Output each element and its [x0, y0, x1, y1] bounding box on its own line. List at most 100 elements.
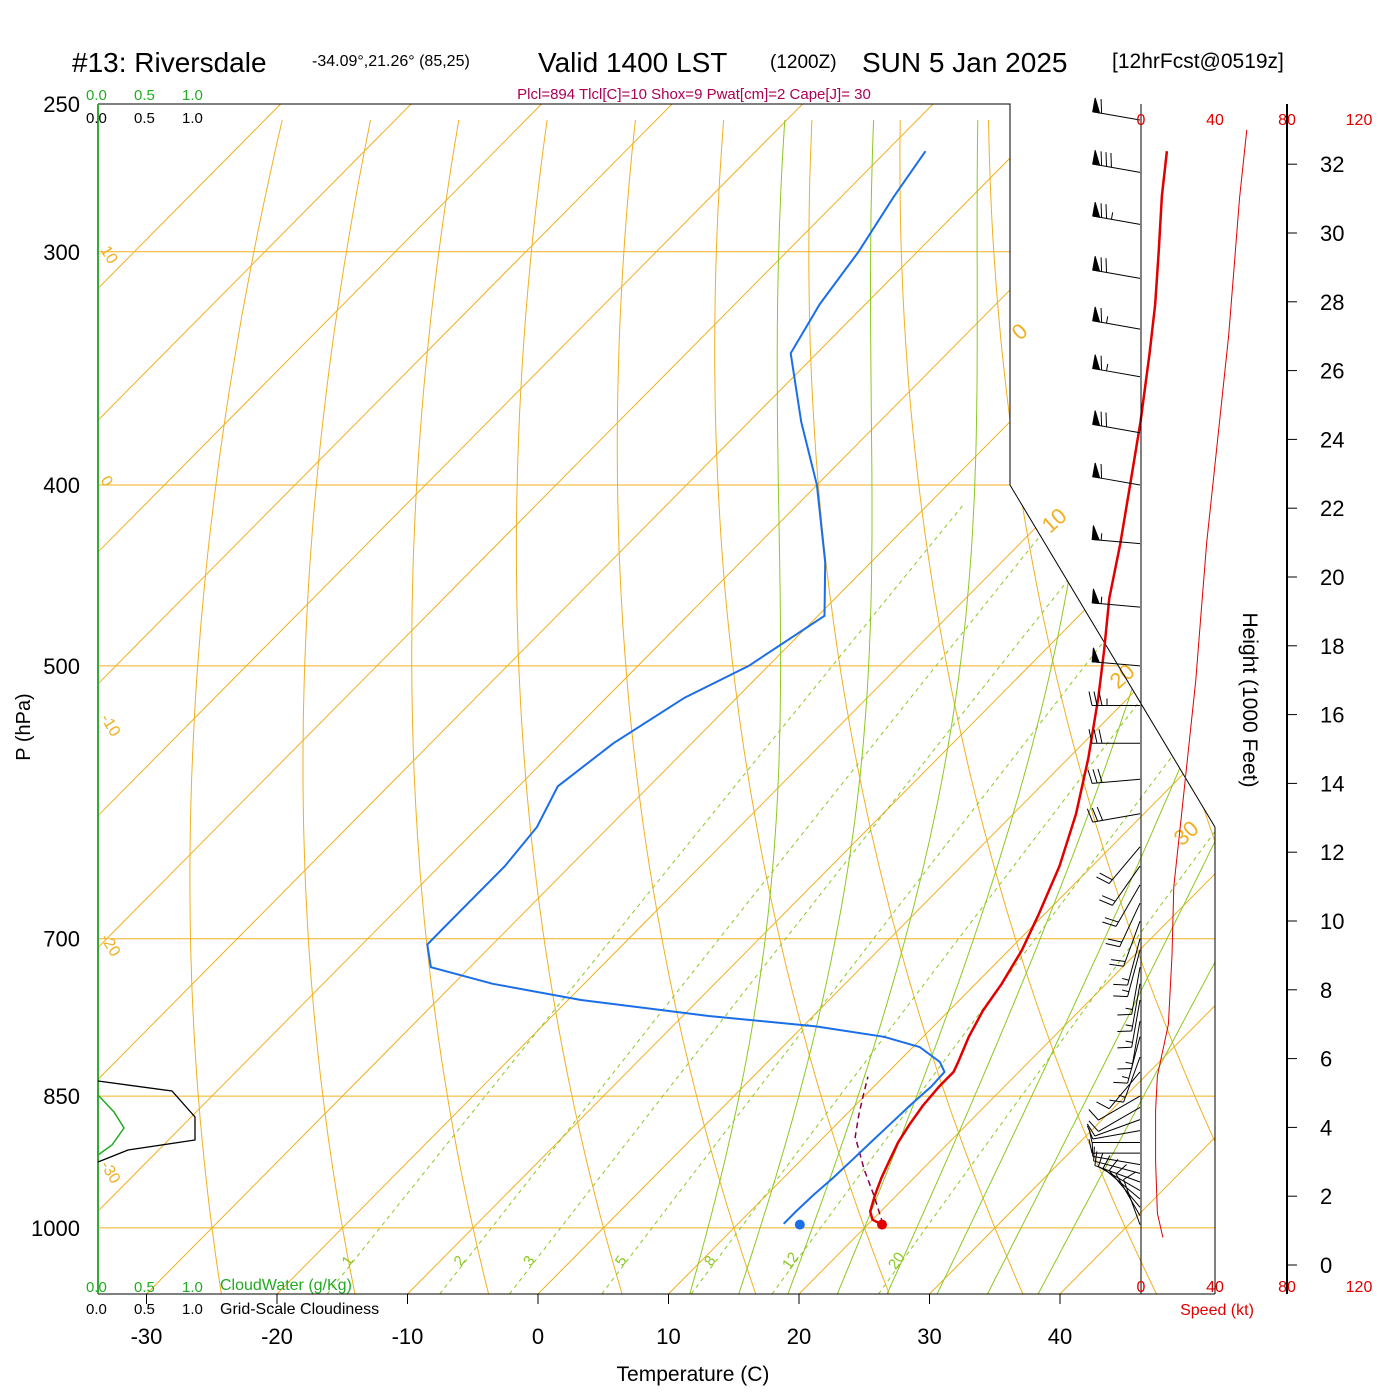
wind-barb-half-feather [1121, 977, 1130, 981]
speed-tick-bottom: 120 [1346, 1279, 1373, 1296]
wind-barb-feather [1093, 691, 1098, 706]
wind-barb-feather [1098, 691, 1103, 706]
zulu-time: (1200Z) [770, 52, 837, 73]
wind-barb-pennant [1091, 588, 1100, 605]
height-tick-label: 20 [1320, 565, 1344, 590]
speed-tick-top: 40 [1206, 112, 1224, 129]
pressure-tick-400: 400 [43, 473, 80, 498]
wind-barb-feather [1086, 1123, 1096, 1137]
mixing-ratio-line [326, 504, 964, 1294]
wind-barb-feather [1088, 691, 1093, 706]
wind-barb-half-feather [1100, 596, 1103, 604]
wind-barb-staff [1115, 884, 1141, 927]
wind-barb-feather [1102, 1155, 1111, 1169]
cloudiness-profile [97, 1080, 196, 1163]
wind-barb-staff [1092, 423, 1141, 434]
wind-barb-feather [1110, 153, 1112, 168]
x-tick-label: 40 [1048, 1324, 1072, 1349]
speed-tick-bottom: 0 [1137, 1279, 1146, 1296]
mixing-ratio-line [690, 504, 1215, 1294]
legend-top-green-2: 1.0 [182, 87, 203, 104]
speed-tick-top: 80 [1278, 112, 1296, 129]
isotherm-line [98, 104, 934, 1294]
wind-barb-feather [1092, 769, 1098, 784]
x-tick-label: -10 [392, 1324, 424, 1349]
sounding-parameters: Plcl=894 Tlcl[C]=10 Shox=9 Pwat[cm]=2 Ca… [517, 86, 871, 103]
wind-barb [1088, 691, 1140, 706]
legend-bottom-green-2: 1.0 [182, 1279, 203, 1296]
wind-barb-staff [1092, 813, 1141, 823]
wind-barb-half-feather [1110, 212, 1114, 220]
isotherm-line [668, 104, 1215, 1294]
wind-barb-pennant [1092, 256, 1101, 272]
height-tick-label: 2 [1320, 1184, 1332, 1209]
wind-barb [1086, 806, 1141, 823]
wind-barb [1115, 1164, 1141, 1216]
wind-barb-staff [1093, 1160, 1141, 1174]
wind-barb [1092, 256, 1141, 279]
wind-barb [1092, 97, 1141, 121]
wind-barb-feather [1115, 1164, 1127, 1175]
wind-barb-feather [1100, 355, 1103, 371]
wind-barb-staff [1127, 938, 1141, 986]
dry-adiabat-line [189, 119, 283, 1294]
wind-barb-staff [1092, 538, 1141, 545]
wind-barb-feather [1093, 729, 1098, 744]
wind-barb-staff [1123, 1056, 1141, 1103]
wind-barb-feather [1096, 806, 1104, 821]
wind-barb-staff [1108, 846, 1141, 884]
moist-adiabat-line [738, 120, 875, 1294]
wind-barb-pennant [1091, 525, 1100, 541]
wind-barb-staff [1115, 1173, 1141, 1216]
wind-barb-feather [1091, 1141, 1094, 1157]
mixing-ratio-label: 2 [450, 1253, 469, 1270]
wind-barb [1109, 920, 1141, 967]
wind-barb-pennant [1092, 462, 1101, 479]
wind-barb-staff [1092, 269, 1141, 279]
dry-adiabat-line [1342, 120, 1400, 1294]
x-tick-label: 30 [917, 1324, 941, 1349]
plot-frame-top [98, 103, 1216, 828]
wind-barb [1087, 768, 1141, 784]
wind-barb-half-feather [1121, 1076, 1130, 1079]
wind-barb [1113, 950, 1141, 998]
wind-barb-pennant [1092, 202, 1101, 218]
wind-barb [1092, 150, 1141, 173]
speed-tick-top: 120 [1346, 112, 1373, 129]
speed-tick-bottom: 40 [1206, 1279, 1224, 1296]
wind-barb-feather [1088, 729, 1093, 744]
wind-barb-feather [1105, 412, 1108, 427]
wind-barb-feather [1117, 1030, 1132, 1033]
height-tick-label: 22 [1320, 496, 1344, 521]
dry-adiabat-line [808, 120, 1024, 1294]
wind-barb-feather [1107, 938, 1122, 943]
pressure-tick-300: 300 [43, 240, 80, 265]
dry-adiabat-label: -10 [97, 711, 124, 740]
wind-barb-staff [1092, 1130, 1141, 1140]
legend-top-black-1: 0.5 [134, 110, 155, 127]
height-tick-label: 0 [1320, 1253, 1332, 1278]
wind-barb [1105, 902, 1141, 948]
surface-dewpoint-point [794, 1219, 805, 1230]
legend-top-black-2: 1.0 [182, 110, 203, 127]
wind-barb-pennant [1091, 647, 1100, 663]
wind-barb-staff [1092, 476, 1141, 486]
isotherm-line [98, 104, 673, 1294]
wind-barb [1091, 525, 1141, 545]
wind-barb-feather [1087, 769, 1093, 784]
wind-barb-staff [1108, 1170, 1141, 1208]
wind-barb [1091, 1141, 1141, 1166]
speed-height-panel: 0 40 80 1200 40 80 120024681012141618202224262… [1137, 104, 1373, 1296]
wind-barb-feather [1093, 1146, 1095, 1161]
isotherm-line [407, 104, 1215, 1294]
isotherm-line [276, 104, 1215, 1294]
height-tick-label: 30 [1320, 221, 1344, 246]
wind-barb-half-feather [1121, 989, 1130, 993]
moist-adiabat-line [987, 119, 1215, 1294]
wind-barb-feather [1113, 1081, 1128, 1084]
isotherm-label: 10 [1037, 503, 1072, 538]
legend-top-black-0: 0.0 [86, 110, 107, 127]
dry-adiabat-line [411, 120, 490, 1294]
wind-barb-feather [1096, 1101, 1110, 1110]
